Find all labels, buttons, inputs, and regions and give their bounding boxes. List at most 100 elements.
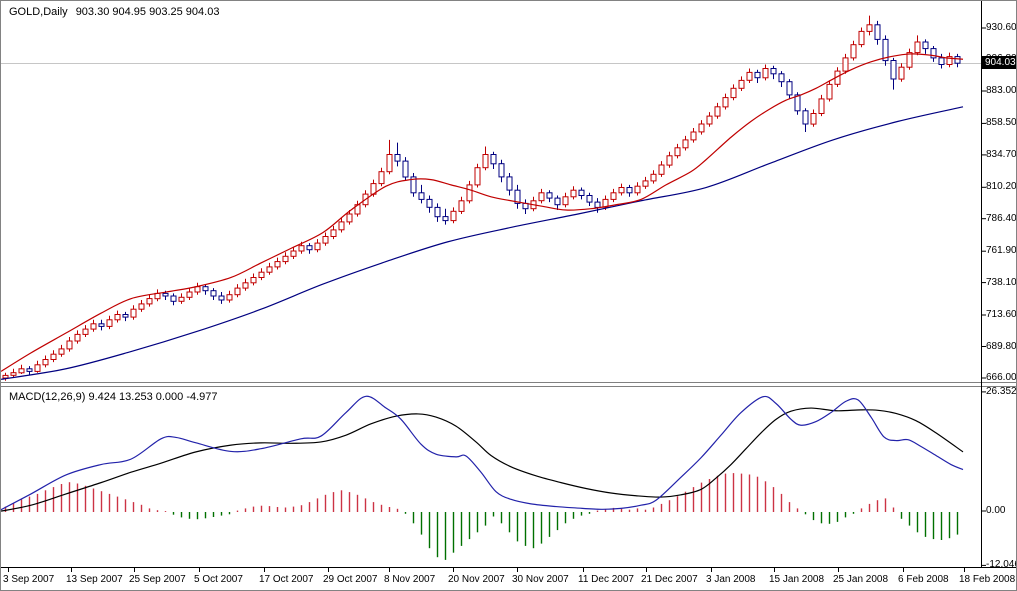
candle-body — [306, 245, 313, 251]
candle-body — [410, 176, 417, 194]
macd-tick-label: 0.00 — [986, 505, 1006, 516]
candle-body — [658, 164, 665, 175]
candle-body — [602, 198, 609, 208]
candle-body — [338, 221, 345, 231]
candle-body — [490, 154, 497, 165]
candle-body — [802, 110, 809, 125]
candle-body — [18, 368, 25, 374]
candle-body — [394, 154, 401, 162]
candle-body — [666, 155, 673, 166]
macd-main-line — [1, 395, 964, 511]
candle-body — [10, 372, 17, 376]
candle-body — [442, 216, 449, 222]
candle-body — [874, 24, 881, 40]
candle-body — [858, 30, 865, 46]
date-tick — [838, 568, 839, 572]
date-label: 3 Jan 2008 — [706, 574, 756, 585]
candle-body — [818, 98, 825, 115]
date-label: 29 Oct 2007 — [323, 574, 378, 585]
candle-body — [226, 294, 233, 301]
macd-tick-label: 26.352 — [986, 386, 1017, 397]
candle-body — [634, 185, 641, 194]
macd-indicator-label: MACD(12,26,9) 9.424 13.253 0.000 -4.977 — [9, 391, 218, 403]
symbol-quote-label: GOLD,Daily 903.30 904.95 903.25 904.03 — [9, 6, 219, 18]
candle-body — [514, 189, 521, 204]
candle-body — [82, 328, 89, 335]
candle-body — [762, 68, 769, 79]
date-label: 20 Nov 2007 — [448, 574, 505, 585]
time-axis[interactable] — [1, 568, 1016, 590]
candle-body — [954, 56, 961, 64]
candle-body — [26, 368, 33, 372]
macd-histogram — [4, 473, 959, 560]
candle-body — [538, 192, 545, 202]
price-tick-label: 689.80 — [986, 341, 1017, 352]
date-label: 30 Nov 2007 — [512, 574, 569, 585]
price-tick-label: 786.40 — [986, 213, 1017, 224]
price-tick-label: 761.90 — [986, 245, 1017, 256]
candle-body — [810, 113, 817, 125]
date-tick — [453, 568, 454, 572]
candle-body — [586, 195, 593, 203]
candle-body — [930, 48, 937, 59]
candle-body — [2, 374, 9, 379]
ohlc-quote-label: 903.30 904.95 903.25 904.03 — [75, 6, 220, 18]
candle-body — [474, 167, 481, 186]
candle-body — [842, 57, 849, 72]
candle-body — [610, 192, 617, 200]
date-label: 17 Oct 2007 — [259, 574, 314, 585]
candle-body — [42, 359, 49, 366]
candle-body — [162, 292, 169, 297]
date-tick — [328, 568, 329, 572]
date-tick — [8, 568, 9, 572]
candle-body — [714, 106, 721, 117]
candle-body — [498, 163, 505, 178]
date-label: 3 Sep 2007 — [3, 574, 55, 585]
candle-body — [706, 115, 713, 125]
candle-body — [626, 187, 633, 194]
candle-body — [314, 242, 321, 251]
candle-body — [738, 79, 745, 89]
candle-body — [890, 60, 897, 80]
candle-body — [298, 245, 305, 252]
candle-body — [378, 171, 385, 185]
candle-body — [258, 271, 265, 279]
macd-panel[interactable]: MACD(12,26,9) 9.424 13.253 0.000 -4.977 — [1, 386, 1016, 568]
candle-body — [946, 56, 953, 65]
date-tick — [646, 568, 647, 572]
price-tick-label: 738.10 — [986, 277, 1017, 288]
price-chart-panel[interactable]: GOLD,Daily 903.30 904.95 903.25 904.03 — [1, 1, 1016, 383]
candle-body — [202, 286, 209, 292]
candle-body — [186, 291, 193, 298]
price-tick-label: 858.50 — [986, 117, 1017, 128]
candle-body — [938, 57, 945, 66]
candle-body — [682, 139, 689, 149]
candle-body — [74, 333, 81, 342]
candle-body — [898, 66, 905, 80]
date-label: 15 Jan 2008 — [769, 574, 825, 585]
macd-tick-label: -12.046 — [986, 559, 1017, 570]
candle-body — [250, 277, 257, 284]
candle-body — [730, 87, 737, 99]
date-tick — [517, 568, 518, 572]
price-tick-label: 713.60 — [986, 309, 1017, 320]
candle-body — [146, 298, 153, 305]
date-tick — [964, 568, 965, 572]
candle-body — [722, 97, 729, 108]
candle-body — [138, 303, 145, 310]
candle-body — [866, 24, 873, 32]
candle-body — [562, 196, 569, 206]
date-tick — [711, 568, 712, 572]
price-tick-label: 930.60 — [986, 22, 1017, 33]
price-tick-label: 834.70 — [986, 149, 1017, 160]
candle-body — [346, 213, 353, 223]
candle-body — [98, 323, 105, 327]
candle-body — [106, 319, 113, 327]
candle-body — [114, 314, 121, 321]
date-tick — [774, 568, 775, 572]
candle-body — [386, 154, 393, 173]
macd-canvas — [1, 395, 964, 560]
candle-body — [426, 198, 433, 208]
candle-body — [234, 287, 241, 296]
